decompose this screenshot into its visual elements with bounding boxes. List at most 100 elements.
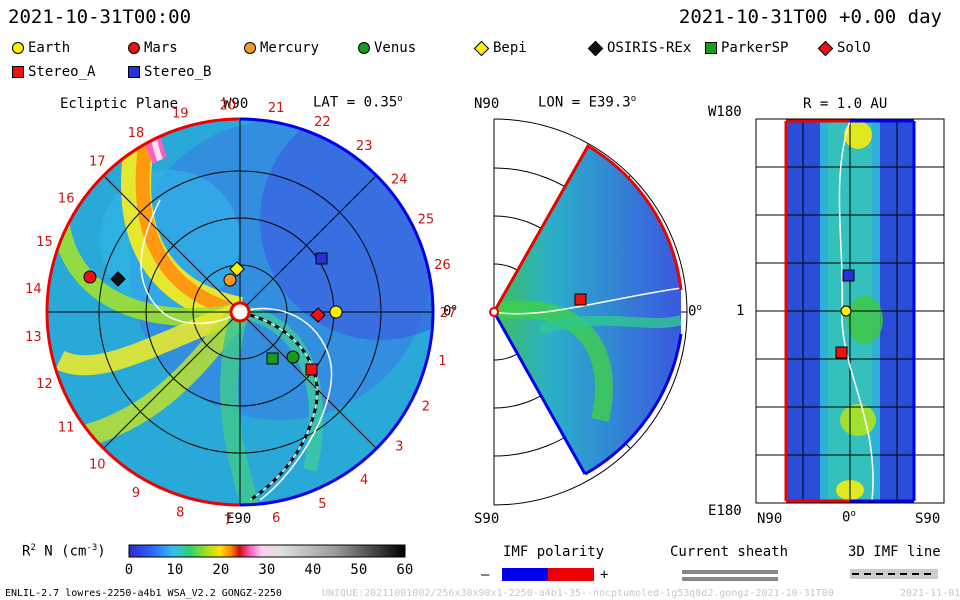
stereo-b-marker: [315, 252, 328, 265]
ecliptic-title: Ecliptic Plane: [60, 96, 179, 112]
footer-date: 2021-11-01: [900, 588, 960, 599]
imf-negative-swatch: [502, 568, 548, 581]
square-icon: [705, 42, 717, 54]
imf-line-title: 3D IMF line: [848, 544, 941, 560]
legend-item-osiris-rex: OSIRIS-REx: [587, 40, 691, 56]
colorbar-tick: 50: [350, 562, 368, 578]
stereo-a-marker: [305, 363, 318, 376]
carrington-label: 15: [36, 235, 53, 250]
timestamp-right: 2021-10-31T00 +0.00 day: [678, 6, 942, 28]
carrington-label: 25: [418, 213, 435, 228]
legend-item-bepi: Bepi: [473, 40, 527, 56]
osiris-rex-marker: [110, 271, 126, 287]
carrington-label: 4: [360, 473, 368, 488]
meridional-wedge: [494, 146, 681, 474]
legend-label: Bepi: [493, 40, 527, 56]
parker-marker: [266, 352, 279, 365]
legend-item-parkersp: ParkerSP: [705, 40, 788, 56]
sun-icon: [229, 301, 251, 323]
colorbar-tick: 40: [304, 562, 322, 578]
carrington-label: 10: [89, 457, 106, 472]
imf-positive-swatch: [548, 568, 594, 581]
radial-earth-marker: [840, 305, 852, 317]
carrington-label: 22: [314, 115, 331, 130]
radial-top-label: W180: [708, 104, 742, 120]
ecliptic-lat: LAT = 0.35o: [313, 94, 403, 111]
imf-polarity-title: IMF polarity: [503, 544, 605, 560]
legend-label: SolO: [837, 40, 871, 56]
radial-stereo-b-marker: [842, 269, 855, 282]
radial-mid-label: 1: [736, 303, 745, 319]
colorbar-tick: 30: [258, 562, 276, 578]
carrington-label: 26: [434, 258, 451, 273]
imf-minus-label: –: [481, 567, 490, 583]
carrington-label: 11: [58, 420, 75, 435]
radial-x-mid: 0o: [842, 509, 856, 526]
current-sheath-line-2: [682, 577, 778, 581]
carrington-label: 5: [318, 497, 326, 512]
legend-label: ParkerSP: [721, 40, 789, 56]
carrington-label: 12: [36, 377, 53, 392]
circle-icon: [358, 42, 370, 54]
radial-x-left: N90: [757, 511, 783, 527]
carrington-label: 16: [58, 192, 75, 207]
colorbar-tick: 20: [212, 562, 230, 578]
carrington-label: 14: [25, 282, 42, 297]
venus-marker: [286, 350, 300, 364]
legend-item-venus: Venus: [358, 40, 416, 56]
ecliptic-top-label: W90: [223, 96, 249, 112]
meridional-right-label: 0o: [688, 303, 702, 320]
legend-item-earth: Earth: [12, 40, 70, 56]
radial-stereo-a-marker: [835, 346, 848, 359]
ecliptic-bottom-label: E90: [226, 511, 252, 527]
carrington-label: 18: [128, 126, 145, 141]
footer-run-id: UNIQUE:20211001002/256x30x90x1-2250-a4b1…: [322, 588, 834, 599]
carrington-label: 20: [220, 98, 237, 113]
carrington-label: 8: [176, 505, 184, 520]
carrington-label: 21: [268, 101, 285, 116]
carrington-label: 24: [391, 172, 408, 187]
density-colorbar: [128, 544, 406, 558]
legend-label: Stereo_A: [28, 64, 96, 80]
circle-icon: [128, 42, 140, 54]
radial-bottom-label: E180: [708, 503, 742, 519]
legend-item-solo: SolO: [817, 40, 871, 56]
carrington-label: 2: [422, 399, 430, 414]
circle-icon: [12, 42, 24, 54]
imf-plus-label: +: [600, 567, 609, 583]
footer-model-info: ENLIL-2.7 lowres-2250-a4b1 WSA_V2.2 GONG…: [5, 588, 282, 599]
mars-marker: [83, 270, 97, 284]
colorbar-tick: 10: [166, 562, 184, 578]
timestamp-left: 2021-10-31T00:00: [8, 6, 192, 28]
legend-item-mars: Mars: [128, 40, 178, 56]
meridional-bottom-label: S90: [474, 511, 500, 527]
carrington-label: 23: [356, 139, 373, 154]
mercury-marker: [223, 273, 237, 287]
meridional-plane-panel: [489, 118, 688, 506]
carrington-label: 27: [440, 306, 457, 321]
legend-label: Stereo_B: [144, 64, 212, 80]
earth-marker: [329, 305, 343, 319]
carrington-label: 3: [395, 440, 403, 455]
radial-r: R = 1.0 AU: [803, 96, 888, 112]
solo-marker: [310, 307, 326, 323]
colorbar-label: R2 N (cm-3): [22, 543, 106, 560]
carrington-label: 19: [172, 107, 189, 122]
carrington-label: 13: [25, 330, 42, 345]
legend-label: Venus: [374, 40, 417, 56]
legend-item-stereo-a: Stereo_A: [12, 64, 95, 80]
carrington-label: 1: [438, 354, 446, 369]
legend-label: Mercury: [260, 40, 320, 56]
carrington-label: 9: [132, 486, 140, 501]
carrington-label: 17: [89, 155, 106, 170]
ecliptic-right-label: 0o: [443, 303, 457, 320]
radial-x-right: S90: [915, 511, 941, 527]
current-sheath-title: Current sheath: [670, 544, 789, 560]
colorbar-tick: 0: [124, 562, 134, 578]
meridional-top-label: N90: [474, 96, 500, 112]
current-sheath-line-1: [682, 570, 778, 574]
square-icon: [12, 66, 24, 78]
